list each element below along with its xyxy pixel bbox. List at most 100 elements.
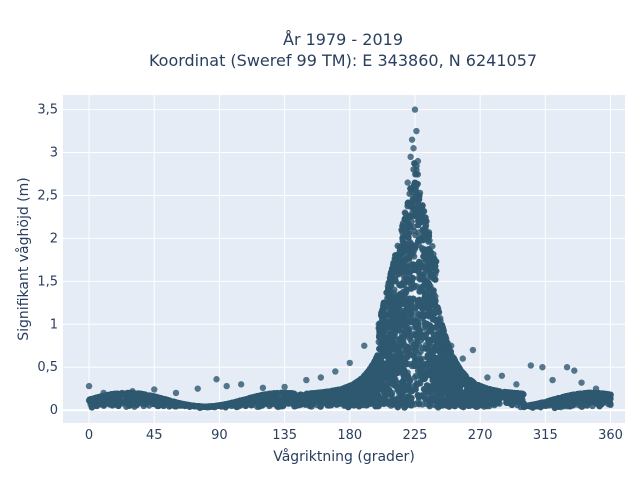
scatter-point: [427, 272, 435, 279]
scatter-point: [363, 402, 370, 409]
scatter-point: [432, 267, 440, 275]
scatter-point: [412, 187, 420, 195]
scatter-point: [405, 398, 413, 405]
scatter-point: [413, 339, 421, 346]
scatter-point: [401, 369, 409, 376]
scatter-point: [291, 403, 298, 410]
scatter-point: [378, 358, 385, 365]
scatter-point: [493, 388, 500, 395]
plot-area: [63, 95, 625, 423]
scatter-point: [406, 317, 414, 324]
scatter-point: [401, 297, 409, 304]
scatter-point: [413, 381, 420, 389]
scatter-point: [345, 391, 353, 398]
scatter-point: [274, 389, 281, 397]
scatter-point: [330, 397, 337, 405]
scatter-point: [451, 402, 459, 409]
scatter-point: [375, 333, 383, 341]
scatter-point: [422, 388, 430, 396]
scatter-point: [384, 391, 392, 398]
scatter-point: [425, 285, 433, 292]
scatter-point: [440, 327, 447, 335]
scatter-point: [412, 347, 419, 354]
scatter-point: [387, 310, 394, 317]
scatter-point: [392, 367, 400, 374]
scatter-point: [399, 222, 406, 230]
scatter-point: [383, 303, 391, 310]
scatter-point: [414, 361, 421, 368]
scatter-point: [570, 391, 577, 398]
scatter-point: [336, 398, 344, 406]
scatter-point: [410, 352, 418, 360]
scatter-point: [583, 402, 591, 409]
scatter-point: [277, 398, 284, 405]
scatter-point: [424, 352, 432, 360]
scatter-point: [405, 393, 413, 400]
scatter-point: [426, 306, 433, 314]
scatter-point: [413, 170, 420, 178]
scatter-point: [397, 282, 404, 289]
chart-subtitle: Koordinat (Sweref 99 TM): E 343860, N 62…: [149, 51, 537, 70]
scatter-point: [387, 378, 394, 385]
scatter-point: [402, 311, 410, 318]
scatter-point: [519, 390, 527, 398]
scatter-point: [476, 383, 484, 390]
scatter-point: [393, 356, 400, 364]
scatter-point: [407, 310, 415, 317]
scatter-point: [378, 395, 385, 403]
points-layer: [85, 106, 614, 412]
scatter-point: [453, 397, 461, 404]
chart-title: År 1979 - 2019: [283, 30, 403, 49]
scatter-point: [568, 399, 576, 406]
scatter-point: [426, 403, 433, 410]
scatter-point: [458, 399, 465, 406]
scatter-point: [396, 250, 403, 258]
scatter-point: [419, 311, 427, 318]
scatter-point: [564, 392, 572, 400]
scatter-point: [412, 242, 419, 249]
scatter-point: [477, 391, 485, 398]
scatter-point: [383, 385, 390, 393]
scatter-point: [423, 218, 430, 225]
scatter-point: [402, 343, 409, 350]
scatter-point: [413, 283, 420, 290]
scatter-point: [392, 378, 399, 385]
scatter-point: [405, 230, 413, 237]
scatter-point: [418, 286, 425, 293]
scatter-point: [394, 351, 402, 358]
scatter-point: [386, 330, 394, 337]
scatter-point: [392, 303, 399, 310]
scatter-point: [411, 179, 419, 186]
scatter-point: [401, 404, 408, 411]
scatter-point: [503, 399, 510, 406]
scatter-point: [439, 397, 446, 404]
scatter-point: [109, 402, 116, 409]
scatter-point: [437, 348, 444, 355]
scatter-point: [422, 226, 429, 234]
scatter-point: [407, 386, 415, 394]
scatter-point: [405, 224, 413, 231]
scatter-point: [387, 318, 394, 325]
scatter-point: [412, 231, 419, 239]
scatter-point: [147, 392, 154, 399]
scatter-point: [419, 202, 426, 210]
scatter-point: [385, 279, 392, 287]
scatter-point: [418, 211, 426, 219]
scatter-point: [390, 277, 398, 285]
scatter-point: [423, 382, 431, 389]
scatter-point: [389, 399, 396, 406]
scatter-point: [422, 345, 429, 352]
scatter-point: [407, 185, 414, 192]
scatter-point: [418, 275, 425, 282]
scatter-point: [379, 352, 387, 360]
scatter-point: [422, 361, 429, 368]
scatter-point: [392, 383, 400, 390]
scatter-point: [403, 286, 410, 293]
scatter-point: [415, 400, 423, 408]
scatter-point: [428, 372, 435, 380]
scatter-point: [386, 353, 394, 360]
scatter-point: [551, 404, 558, 412]
scatter-point: [563, 399, 570, 406]
scatter-point: [388, 340, 395, 347]
